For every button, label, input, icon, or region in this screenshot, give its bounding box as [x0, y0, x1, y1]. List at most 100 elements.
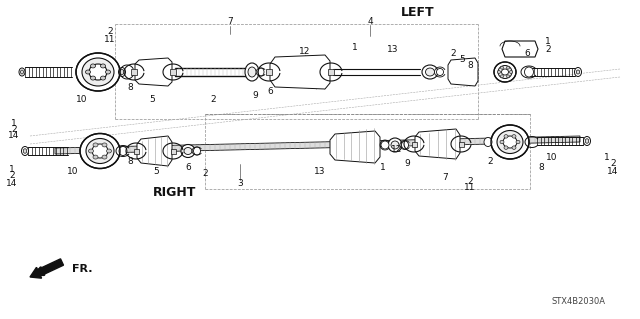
Ellipse shape [88, 149, 93, 153]
Polygon shape [55, 136, 580, 154]
Polygon shape [502, 41, 538, 57]
Ellipse shape [90, 76, 95, 80]
Text: 2: 2 [9, 172, 15, 181]
Text: 13: 13 [314, 167, 326, 175]
Ellipse shape [426, 68, 435, 76]
Ellipse shape [89, 64, 107, 80]
Ellipse shape [93, 155, 98, 159]
Text: 5: 5 [149, 94, 155, 103]
Ellipse shape [23, 149, 27, 153]
Ellipse shape [118, 68, 125, 77]
Ellipse shape [76, 53, 120, 91]
Ellipse shape [500, 75, 504, 78]
Ellipse shape [509, 70, 513, 73]
Text: 1: 1 [545, 36, 551, 46]
Polygon shape [415, 129, 460, 159]
Polygon shape [137, 136, 172, 166]
Ellipse shape [584, 137, 591, 145]
Polygon shape [134, 149, 138, 153]
Text: 7: 7 [227, 18, 233, 26]
Ellipse shape [502, 69, 509, 75]
Ellipse shape [497, 70, 500, 73]
Text: 14: 14 [607, 167, 619, 175]
Ellipse shape [93, 143, 98, 147]
Ellipse shape [245, 63, 259, 81]
Ellipse shape [100, 64, 106, 68]
Polygon shape [330, 131, 380, 163]
Ellipse shape [184, 147, 192, 154]
Ellipse shape [503, 136, 517, 148]
Ellipse shape [106, 149, 111, 153]
Ellipse shape [193, 147, 200, 155]
Text: 5: 5 [459, 55, 465, 63]
Ellipse shape [504, 135, 508, 138]
Ellipse shape [497, 130, 523, 153]
FancyArrow shape [30, 259, 63, 278]
Ellipse shape [19, 68, 25, 76]
Text: 6: 6 [524, 49, 530, 58]
Text: 1: 1 [9, 165, 15, 174]
Polygon shape [448, 58, 478, 86]
Ellipse shape [576, 70, 580, 74]
Text: 6: 6 [267, 86, 273, 95]
Ellipse shape [498, 65, 512, 78]
Ellipse shape [22, 146, 29, 155]
Text: 1: 1 [352, 42, 358, 51]
Text: 8: 8 [127, 157, 133, 166]
Text: 4: 4 [367, 17, 373, 26]
Ellipse shape [20, 70, 24, 74]
Polygon shape [170, 69, 176, 75]
Ellipse shape [436, 69, 444, 76]
Polygon shape [412, 142, 417, 146]
Ellipse shape [381, 141, 389, 149]
Ellipse shape [90, 64, 95, 68]
Text: 2: 2 [450, 48, 456, 57]
Ellipse shape [391, 141, 399, 149]
Text: 9: 9 [404, 160, 410, 168]
Ellipse shape [575, 68, 582, 77]
Text: 2: 2 [202, 168, 208, 177]
Ellipse shape [504, 146, 508, 149]
Polygon shape [328, 69, 334, 75]
Text: 12: 12 [300, 47, 310, 56]
Ellipse shape [500, 140, 504, 144]
Ellipse shape [92, 144, 108, 158]
Text: 8: 8 [538, 162, 544, 172]
Text: 1: 1 [11, 118, 17, 128]
Polygon shape [458, 142, 463, 146]
Ellipse shape [181, 145, 195, 158]
Text: 2: 2 [210, 94, 216, 103]
Text: 2: 2 [610, 160, 616, 168]
Text: 2: 2 [467, 176, 473, 186]
Text: 11: 11 [464, 183, 476, 192]
Polygon shape [135, 58, 172, 86]
Polygon shape [266, 69, 272, 75]
Text: 9: 9 [252, 91, 258, 100]
Ellipse shape [248, 67, 256, 77]
Ellipse shape [500, 66, 504, 69]
Ellipse shape [491, 125, 529, 159]
Ellipse shape [86, 70, 90, 74]
Ellipse shape [120, 70, 124, 75]
Text: 8: 8 [467, 61, 473, 70]
Text: 12: 12 [391, 145, 403, 153]
Ellipse shape [422, 65, 438, 79]
Polygon shape [270, 55, 330, 89]
Text: 13: 13 [387, 44, 399, 54]
Polygon shape [131, 69, 137, 75]
Ellipse shape [102, 143, 107, 147]
Text: 1: 1 [604, 152, 610, 161]
Text: 10: 10 [67, 167, 79, 175]
Ellipse shape [494, 62, 516, 82]
Text: 14: 14 [8, 130, 20, 139]
Text: 6: 6 [185, 162, 191, 172]
Ellipse shape [516, 140, 520, 144]
Text: 8: 8 [127, 83, 133, 92]
Text: 5: 5 [153, 167, 159, 175]
Text: 2: 2 [107, 26, 113, 35]
Ellipse shape [258, 68, 264, 76]
Ellipse shape [512, 146, 516, 149]
Text: 3: 3 [237, 180, 243, 189]
Ellipse shape [525, 67, 534, 77]
Text: 10: 10 [547, 152, 557, 161]
